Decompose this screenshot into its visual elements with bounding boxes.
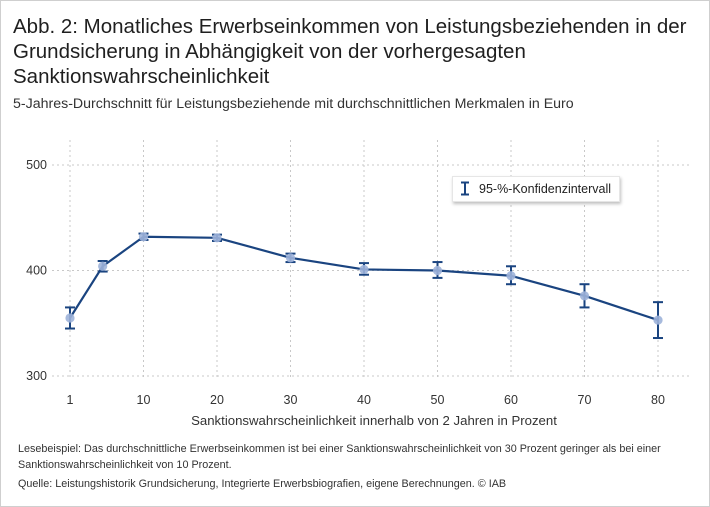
data-point	[65, 313, 75, 323]
y-tick-label: 400	[26, 264, 47, 278]
x-tick-label: 60	[504, 393, 518, 407]
data-point	[285, 253, 296, 263]
x-tick-label: 1	[67, 393, 74, 407]
error-bar-icon	[461, 181, 469, 196]
x-tick-label: 30	[284, 393, 298, 407]
x-tick-label: 40	[357, 393, 371, 407]
x-tick-label: 50	[431, 393, 445, 407]
data-point	[432, 265, 443, 276]
line-chart: 300 400 500 1 10 20 30 40 50 60 70 80 Sanktionswahrs…	[26, 140, 690, 428]
x-axis-title: Sanktionswahrscheinlichkeit innerhalb vo…	[191, 413, 557, 428]
chart-subtitle: 5-Jahres-Durchschnitt für Leistungsbezie…	[13, 96, 574, 112]
data-point	[653, 315, 663, 325]
legend-label: 95-%-Konfidenzintervall	[479, 181, 612, 196]
source-note: Quelle: Leistungshistorik Grundsicherung…	[18, 478, 507, 490]
data-point	[212, 233, 222, 243]
x-tick-label: 70	[578, 393, 592, 407]
reading-example: Lesebeispiel: Das durchschnittliche Erwe…	[18, 443, 661, 471]
data-point	[98, 261, 108, 271]
x-tick-label: 80	[651, 393, 665, 407]
x-tick-label: 20	[210, 393, 224, 407]
series-line	[69, 235, 659, 322]
data-point	[579, 291, 590, 301]
legend: 95-%-Konfidenzintervall	[452, 176, 621, 202]
y-tick-label: 500	[26, 158, 47, 172]
data-point	[359, 264, 369, 275]
y-tick-label: 300	[26, 369, 47, 383]
x-tick-label: 10	[137, 393, 151, 407]
chart-title: Abb. 2: Monatliches Erwerbseinkommen von…	[13, 15, 687, 88]
data-point	[506, 271, 516, 281]
data-point	[138, 232, 149, 242]
